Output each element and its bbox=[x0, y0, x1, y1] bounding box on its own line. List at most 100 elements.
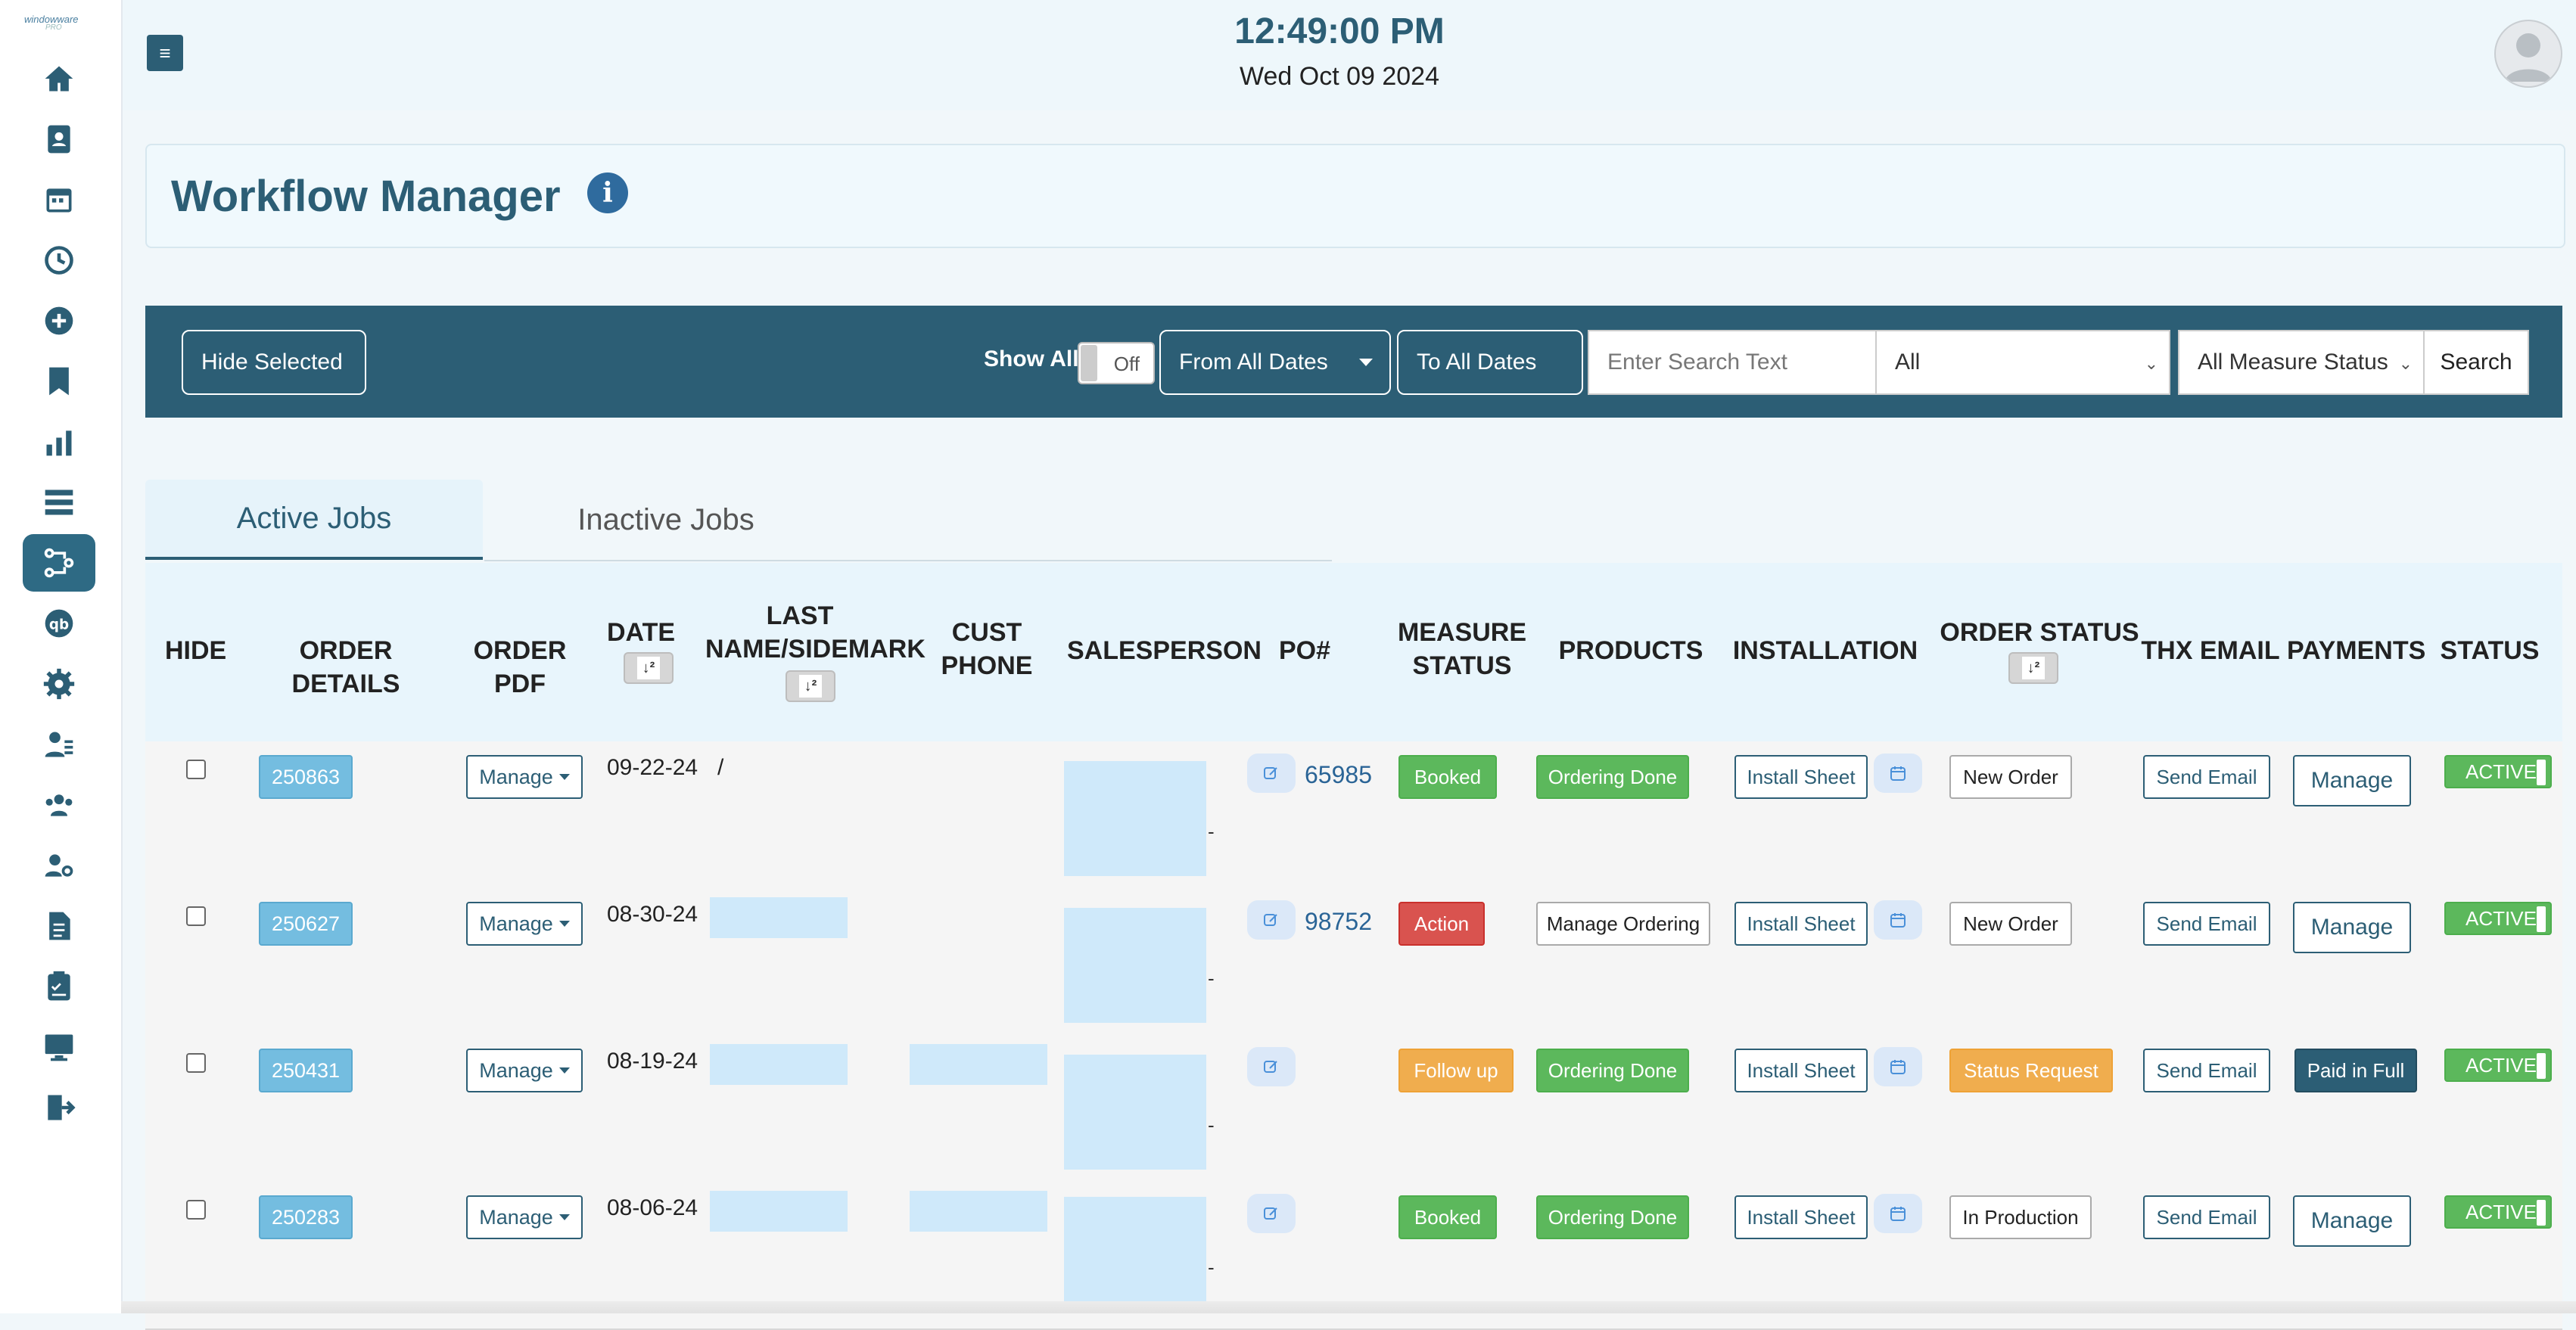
order-status-button[interactable]: New Order bbox=[1949, 902, 2072, 946]
brand-logo[interactable]: windowware PRO bbox=[24, 14, 100, 36]
hide-checkbox[interactable] bbox=[186, 906, 206, 926]
nav-user-list[interactable] bbox=[23, 716, 95, 773]
col-installation[interactable]: INSTALLATION bbox=[1732, 636, 1918, 665]
nav-calendar[interactable] bbox=[23, 171, 95, 228]
info-icon[interactable]: i bbox=[587, 172, 628, 213]
col-cust-phone[interactable]: CUST PHONE bbox=[941, 618, 1033, 680]
nav-home[interactable] bbox=[23, 50, 95, 107]
nav-bookmarks[interactable] bbox=[23, 353, 95, 410]
show-all-toggle[interactable]: Off bbox=[1078, 342, 1155, 384]
send-email-button[interactable]: Send Email bbox=[2143, 1195, 2270, 1239]
manage-pdf-dropdown[interactable]: Manage bbox=[466, 1049, 583, 1092]
active-status-toggle[interactable]: ACTIVE bbox=[2444, 1195, 2552, 1229]
install-calendar-button[interactable] bbox=[1874, 754, 1922, 793]
col-date[interactable]: DATE bbox=[607, 618, 676, 647]
edit-po-button[interactable] bbox=[1247, 1047, 1296, 1086]
nav-add[interactable] bbox=[23, 292, 95, 350]
active-status-toggle[interactable]: ACTIVE bbox=[2444, 755, 2552, 788]
send-email-button[interactable]: Send Email bbox=[2143, 1049, 2270, 1092]
nav-reports[interactable] bbox=[23, 413, 95, 471]
order-status-button[interactable]: New Order bbox=[1949, 755, 2072, 799]
active-status-toggle[interactable]: ACTIVE bbox=[2444, 902, 2552, 935]
install-sheet-button[interactable]: Install Sheet bbox=[1734, 1049, 1868, 1092]
search-button[interactable]: Search bbox=[2423, 330, 2529, 395]
tab-inactive-jobs[interactable]: Inactive Jobs bbox=[577, 502, 754, 536]
products-status-button[interactable]: Manage Ordering bbox=[1536, 902, 1710, 946]
nav-list[interactable] bbox=[23, 474, 95, 531]
manage-pdf-dropdown[interactable]: Manage bbox=[466, 755, 583, 799]
install-calendar-button[interactable] bbox=[1874, 1194, 1922, 1233]
nav-documents[interactable] bbox=[23, 897, 95, 955]
nav-user-settings[interactable] bbox=[23, 837, 95, 894]
hide-checkbox[interactable] bbox=[186, 760, 206, 779]
manage-pdf-dropdown[interactable]: Manage bbox=[466, 902, 583, 946]
install-calendar-button[interactable] bbox=[1874, 900, 1922, 940]
to-date-picker[interactable]: To All Dates bbox=[1397, 330, 1583, 395]
order-date: 08-19-24 bbox=[607, 1049, 698, 1074]
hide-selected-button[interactable]: Hide Selected bbox=[182, 330, 366, 395]
payments-manage-button[interactable]: Manage bbox=[2293, 902, 2411, 953]
col-order-details[interactable]: ORDER DETAILS bbox=[291, 636, 400, 698]
col-measure-status[interactable]: MEASURE STATUS bbox=[1386, 616, 1538, 682]
products-status-button[interactable]: Ordering Done bbox=[1536, 755, 1689, 799]
install-sheet-button[interactable]: Install Sheet bbox=[1734, 902, 1868, 946]
order-details-button[interactable]: 250283 bbox=[259, 1195, 353, 1239]
col-thx-email[interactable]: THX EMAIL bbox=[2141, 636, 2280, 665]
active-status-toggle[interactable]: ACTIVE bbox=[2444, 1049, 2552, 1082]
edit-po-button[interactable] bbox=[1247, 1194, 1296, 1233]
order-status-button[interactable]: In Production bbox=[1949, 1195, 2092, 1239]
send-email-button[interactable]: Send Email bbox=[2143, 755, 2270, 799]
hide-checkbox[interactable] bbox=[186, 1053, 206, 1073]
nav-logout[interactable] bbox=[23, 1079, 95, 1136]
sort-order-status-button[interactable]: ↓² bbox=[2008, 652, 2058, 684]
col-status[interactable]: STATUS bbox=[2440, 636, 2540, 665]
sort-date-button[interactable]: ↓² bbox=[624, 652, 674, 684]
edit-po-button[interactable] bbox=[1247, 754, 1296, 793]
nav-clipboard[interactable] bbox=[23, 958, 95, 1015]
install-sheet-button[interactable]: Install Sheet bbox=[1734, 755, 1868, 799]
install-calendar-button[interactable] bbox=[1874, 1047, 1922, 1086]
measure-status-badge[interactable]: Booked bbox=[1398, 1195, 1497, 1239]
nav-team[interactable] bbox=[23, 776, 95, 834]
measure-status-badge[interactable]: Follow up bbox=[1398, 1049, 1514, 1092]
order-status-button[interactable]: Status Request bbox=[1949, 1049, 2113, 1092]
col-po[interactable]: PO# bbox=[1278, 636, 1331, 665]
products-status-button[interactable]: Ordering Done bbox=[1536, 1049, 1689, 1092]
send-email-button[interactable]: Send Email bbox=[2143, 902, 2270, 946]
order-details-button[interactable]: 250627 bbox=[259, 902, 353, 946]
col-order-status[interactable]: ORDER STATUS bbox=[1940, 618, 2139, 647]
search-input[interactable]: Enter Search Text bbox=[1588, 330, 1877, 395]
payments-manage-button[interactable]: Manage bbox=[2293, 755, 2411, 806]
measure-status-badge[interactable]: Booked bbox=[1398, 755, 1497, 799]
edit-po-button[interactable] bbox=[1247, 900, 1296, 940]
nav-history[interactable] bbox=[23, 232, 95, 289]
nav-workflow[interactable] bbox=[23, 534, 95, 592]
po-number-link[interactable]: 65985 bbox=[1305, 761, 1372, 788]
manage-pdf-dropdown[interactable]: Manage bbox=[466, 1195, 583, 1239]
col-salesperson[interactable]: SALESPERSON bbox=[1067, 636, 1262, 665]
tab-active-jobs[interactable]: Active Jobs bbox=[145, 480, 483, 560]
order-date: 08-30-24 bbox=[607, 902, 698, 927]
nav-contacts[interactable] bbox=[23, 110, 95, 168]
po-number-link[interactable]: 98752 bbox=[1305, 908, 1372, 935]
sort-last-name-button[interactable]: ↓² bbox=[786, 670, 835, 702]
order-details-button[interactable]: 250863 bbox=[259, 755, 353, 799]
col-last-name[interactable]: LAST NAME/SIDEMARK bbox=[705, 599, 926, 666]
user-avatar[interactable] bbox=[2494, 20, 2562, 88]
payments-paid-button[interactable]: Paid in Full bbox=[2294, 1049, 2417, 1092]
col-products[interactable]: PRODUCTS bbox=[1558, 636, 1703, 665]
measure-status-badge[interactable]: Action bbox=[1398, 902, 1485, 946]
hide-checkbox[interactable] bbox=[186, 1200, 206, 1220]
status-select[interactable]: All ⌄ bbox=[1875, 330, 2170, 395]
col-payments[interactable]: PAYMENTS bbox=[2287, 636, 2426, 665]
payments-manage-button[interactable]: Manage bbox=[2293, 1195, 2411, 1247]
install-sheet-button[interactable]: Install Sheet bbox=[1734, 1195, 1868, 1239]
nav-quickbooks[interactable]: qb bbox=[23, 595, 95, 652]
order-details-button[interactable]: 250431 bbox=[259, 1049, 353, 1092]
products-status-button[interactable]: Ordering Done bbox=[1536, 1195, 1689, 1239]
measure-status-select[interactable]: All Measure Status ⌄ bbox=[2178, 330, 2425, 395]
from-date-dropdown[interactable]: From All Dates bbox=[1159, 330, 1391, 395]
menu-toggle-button[interactable]: ≡ bbox=[147, 35, 183, 71]
nav-monitor[interactable] bbox=[23, 1018, 95, 1076]
nav-settings[interactable] bbox=[23, 655, 95, 713]
